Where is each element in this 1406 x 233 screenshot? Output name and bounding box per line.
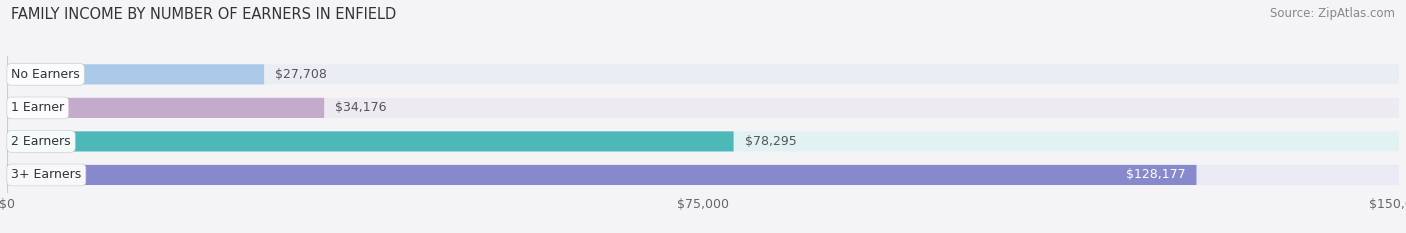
Text: No Earners: No Earners xyxy=(11,68,80,81)
Text: FAMILY INCOME BY NUMBER OF EARNERS IN ENFIELD: FAMILY INCOME BY NUMBER OF EARNERS IN EN… xyxy=(11,7,396,22)
FancyBboxPatch shape xyxy=(7,165,1197,185)
FancyBboxPatch shape xyxy=(7,64,264,84)
FancyBboxPatch shape xyxy=(7,131,734,151)
Text: 2 Earners: 2 Earners xyxy=(11,135,70,148)
FancyBboxPatch shape xyxy=(7,165,1399,185)
Text: $27,708: $27,708 xyxy=(276,68,328,81)
Text: $34,176: $34,176 xyxy=(335,101,387,114)
FancyBboxPatch shape xyxy=(7,98,1399,118)
Text: Source: ZipAtlas.com: Source: ZipAtlas.com xyxy=(1270,7,1395,20)
FancyBboxPatch shape xyxy=(7,98,325,118)
FancyBboxPatch shape xyxy=(7,131,1399,151)
Text: 1 Earner: 1 Earner xyxy=(11,101,65,114)
Text: $78,295: $78,295 xyxy=(745,135,796,148)
FancyBboxPatch shape xyxy=(7,64,1399,84)
Text: $128,177: $128,177 xyxy=(1126,168,1185,182)
Text: 3+ Earners: 3+ Earners xyxy=(11,168,82,182)
